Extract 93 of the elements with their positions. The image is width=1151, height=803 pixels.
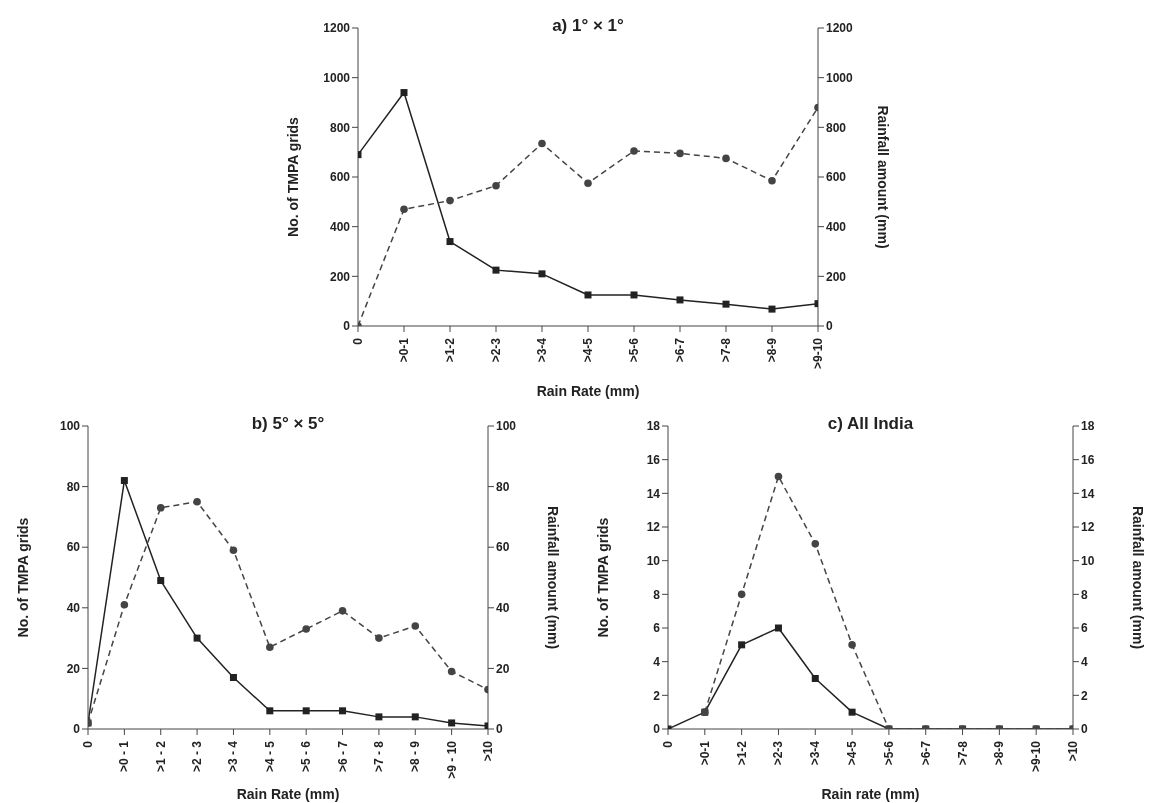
y-tick-label: 40 [66, 601, 81, 616]
x-tick-label: >5 - 6 [299, 740, 314, 773]
x-tick-label: >3-4 [535, 337, 549, 363]
y-tick-label: 60 [66, 540, 81, 555]
y-tick-label: 1200 [323, 21, 351, 36]
x-tick-label: >3-4 [808, 740, 823, 766]
x-tick-label: >3 - 4 [226, 740, 241, 773]
y-tick-label: 600 [329, 170, 351, 185]
x-tick-label: >0 - 1 [117, 740, 132, 773]
y2-tick-label: 0 [1081, 722, 1088, 737]
chart-title: c) All India [826, 414, 915, 434]
y-tick-label: 8 [653, 587, 661, 602]
y2-tick-label: 20 [496, 661, 510, 676]
y2-tick-label: 4 [1081, 654, 1088, 669]
y2-tick-label: 6 [1081, 621, 1088, 636]
x-tick-label: >7 - 8 [371, 740, 386, 773]
y2-tick-label: 800 [826, 120, 847, 135]
y-tick-label: 100 [59, 419, 81, 434]
x-tick-label: >8-9 [765, 337, 779, 363]
x-tick-label: >4-5 [845, 740, 860, 766]
x-tick-label: 0 [351, 337, 365, 345]
x-tick-label: >6-7 [918, 740, 933, 766]
x-tick-label: >0-1 [397, 337, 411, 363]
chart-title: a) 1° × 1° [551, 16, 625, 36]
x-tick-label: >6 - 7 [335, 740, 350, 773]
y2-tick-label: 0 [826, 319, 833, 334]
x-tick-label: >4 - 5 [262, 740, 277, 773]
y-tick-label: 1000 [323, 70, 351, 85]
y2-tick-label: 1200 [826, 21, 854, 36]
x-tick-label: 0 [81, 740, 95, 748]
y2-tick-label: 8 [1081, 587, 1088, 602]
x-axis-title: Rain rate (mm) [821, 786, 920, 802]
y-tick-label: 400 [329, 219, 351, 234]
y2-tick-label: 60 [496, 540, 510, 555]
y2-axis-title: Rainfall amount (mm) [1130, 505, 1147, 650]
x-tick-label: >10 [1066, 740, 1080, 762]
x-tick-label: >7-8 [719, 337, 733, 363]
x-tick-label: >5-6 [627, 337, 641, 363]
y2-tick-label: 1000 [826, 70, 854, 85]
y2-tick-label: 600 [826, 170, 847, 185]
x-tick-label: >4-5 [581, 337, 595, 363]
y-tick-label: 200 [329, 269, 351, 284]
y2-axis-title: Rainfall amount (mm) [875, 105, 892, 249]
y2-tick-label: 200 [826, 269, 847, 284]
x-tick-label: >6-7 [673, 337, 687, 363]
y-axis-title: No. of TMPA grids [14, 517, 31, 638]
y2-tick-label: 0 [496, 722, 503, 737]
x-tick-label: >8 - 9 [408, 740, 423, 773]
y2-tick-label: 80 [496, 479, 510, 494]
x-tick-label: >5-6 [881, 740, 896, 766]
x-axis-title: Rain Rate (mm) [236, 786, 340, 802]
y-tick-label: 10 [646, 553, 661, 568]
y-tick-label: 80 [66, 479, 81, 494]
y-tick-label: 0 [653, 722, 661, 737]
chart-title: b) 5° × 5° [250, 414, 326, 434]
y2-tick-label: 400 [826, 219, 847, 234]
x-tick-label: >7-8 [955, 740, 970, 766]
x-tick-label: >10 [481, 740, 495, 762]
x-tick-label: >1-2 [443, 337, 457, 363]
y-tick-label: 0 [343, 319, 351, 334]
y2-tick-label: 16 [1081, 452, 1095, 467]
x-axis-title: Rain Rate (mm) [536, 383, 640, 399]
y-tick-label: 800 [329, 120, 351, 135]
y2-axis-title: Rainfall amount (mm) [545, 505, 562, 650]
y-tick-label: 16 [646, 452, 661, 467]
y-tick-label: 18 [646, 419, 661, 434]
x-tick-label: >8-9 [992, 740, 1007, 766]
x-tick-label: >1 - 2 [153, 740, 168, 773]
x-tick-label: >9-10 [811, 337, 825, 370]
y-tick-label: 6 [653, 621, 661, 636]
y-axis-title: No. of TMPA grids [284, 116, 301, 237]
y2-tick-label: 12 [1081, 520, 1095, 535]
x-tick-label: >2 - 3 [190, 740, 205, 773]
y-axis-title: No. of TMPA grids [594, 517, 611, 638]
y2-tick-label: 18 [1081, 419, 1095, 434]
y-tick-label: 4 [653, 654, 661, 669]
x-tick-label: >0-1 [697, 740, 712, 766]
y-tick-label: 0 [73, 722, 81, 737]
x-tick-label: >9-10 [1029, 740, 1044, 773]
x-tick-label: >2-3 [489, 337, 503, 363]
y-tick-label: 14 [646, 486, 661, 501]
y2-tick-label: 40 [496, 601, 510, 616]
y2-tick-label: 10 [1081, 553, 1095, 568]
y2-tick-label: 14 [1081, 486, 1095, 501]
x-tick-label: >1-2 [734, 740, 749, 766]
y-tick-label: 2 [653, 688, 661, 703]
y-tick-label: 20 [66, 661, 81, 676]
x-tick-label: >9 - 10 [444, 740, 459, 779]
y-tick-label: 12 [646, 520, 661, 535]
y2-tick-label: 100 [496, 419, 517, 434]
x-tick-label: >2-3 [771, 740, 786, 766]
x-tick-label: 0 [661, 740, 675, 748]
y2-tick-label: 2 [1081, 688, 1088, 703]
